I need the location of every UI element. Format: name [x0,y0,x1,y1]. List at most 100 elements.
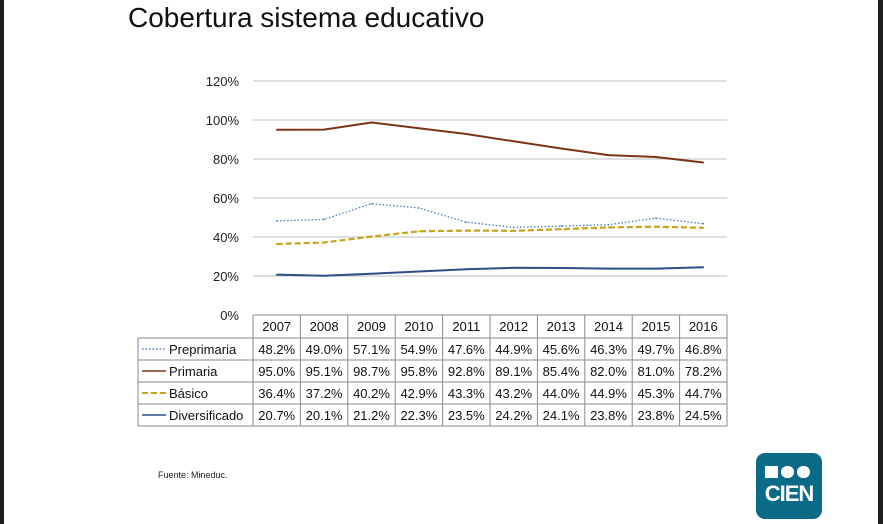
data-value-label: 98.7% [353,364,390,379]
data-value-label: 82.0% [590,364,627,379]
y-tick-label: 120% [206,74,240,89]
data-value-label: 44.7% [685,386,722,401]
y-tick-label: 20% [213,269,239,284]
data-value-label: 44.0% [543,386,580,401]
x-tick-label: 2010 [404,319,433,334]
data-point [512,140,515,143]
y-tick-label: 100% [206,113,240,128]
data-value-label: 49.0% [306,342,343,357]
series-line-preprimaria [276,203,704,229]
logo-text: CIEN [764,481,815,506]
right-edge-bar [878,0,883,524]
data-point [275,128,278,131]
y-tick-label: 40% [213,230,239,245]
data-point [607,267,610,270]
data-value-label: 57.1% [353,342,390,357]
data-value-label: 42.9% [400,386,437,401]
x-tick-label: 2016 [689,319,718,334]
data-point [418,207,420,209]
y-tick-label: 80% [213,152,239,167]
data-value-label: 23.8% [590,408,627,423]
data-value-label: 24.1% [543,408,580,423]
data-point [512,226,515,229]
data-value-label: 43.2% [495,386,532,401]
data-value-label: 46.8% [685,342,722,357]
data-value-label: 95.1% [306,364,343,379]
data-point [465,133,468,135]
data-value-label: 20.7% [258,408,295,423]
data-point [370,235,373,238]
x-tick-label: 2015 [641,319,670,334]
data-point [323,218,325,221]
data-value-label: 45.6% [543,342,580,357]
data-point [702,161,705,164]
data-point [465,229,468,232]
data-point [655,267,657,270]
data-point [655,156,657,158]
data-value-label: 45.3% [637,386,674,401]
data-value-label: 54.9% [400,342,437,357]
data-point [418,270,420,273]
data-point [560,267,562,269]
series-line-primaria [276,121,704,164]
data-value-label: 95.8% [400,364,437,379]
data-point [702,266,705,269]
x-tick-label: 2012 [499,319,528,334]
data-point [560,147,562,150]
data-point [655,225,657,228]
data-point [702,222,705,225]
y-tick-label: 0% [220,308,239,323]
y-tick-label: 60% [213,191,239,206]
data-point [323,241,325,244]
series-name-label: Preprimaria [169,342,237,357]
data-point [418,127,420,129]
data-point [465,221,468,223]
data-value-label: 43.3% [448,386,485,401]
logo-round-mark [797,466,810,478]
left-edge-bar [0,0,4,524]
data-value-label: 24.5% [685,408,722,423]
data-value-label: 46.3% [590,342,627,357]
data-value-label: 78.2% [685,364,722,379]
data-point [370,202,373,205]
series-name-label: Básico [169,386,208,401]
data-point [418,230,420,233]
slide-title: Cobertura sistema educativo [128,2,485,33]
data-value-label: 47.6% [448,342,485,357]
logo-square-mark [765,466,778,478]
x-tick-label: 2011 [452,319,480,334]
data-point [607,226,610,229]
data-value-label: 44.9% [495,342,532,357]
data-value-label: 24.2% [495,408,532,423]
cien-logo: CIEN [756,453,822,519]
data-value-label: 22.3% [400,408,437,423]
x-tick-label: 2014 [594,319,623,334]
data-value-label: 21.2% [353,408,390,423]
data-point [607,223,610,226]
data-value-label: 95.0% [258,364,295,379]
data-value-label: 23.8% [637,408,674,423]
data-point [275,243,278,245]
series-name-label: Diversificado [169,408,243,423]
data-point [323,275,325,277]
series-name-label: Primaria [169,364,218,379]
data-point [512,267,515,269]
data-value-label: 92.8% [448,364,485,379]
data-value-label: 40.2% [353,386,390,401]
data-point [465,268,468,270]
data-value-label: 85.4% [543,364,580,379]
x-tick-label: 2008 [310,319,339,334]
data-point [560,225,562,227]
data-value-label: 23.5% [448,408,485,423]
data-value-label: 48.2% [258,342,295,357]
data-value-label: 49.7% [637,342,674,357]
data-point [560,228,562,230]
data-point [370,272,373,275]
data-point [275,273,278,276]
data-point [323,128,325,131]
data-value-label: 81.0% [637,364,674,379]
x-tick-label: 2009 [357,319,386,334]
data-value-label: 89.1% [495,364,532,379]
data-value-label: 37.2% [306,386,343,401]
